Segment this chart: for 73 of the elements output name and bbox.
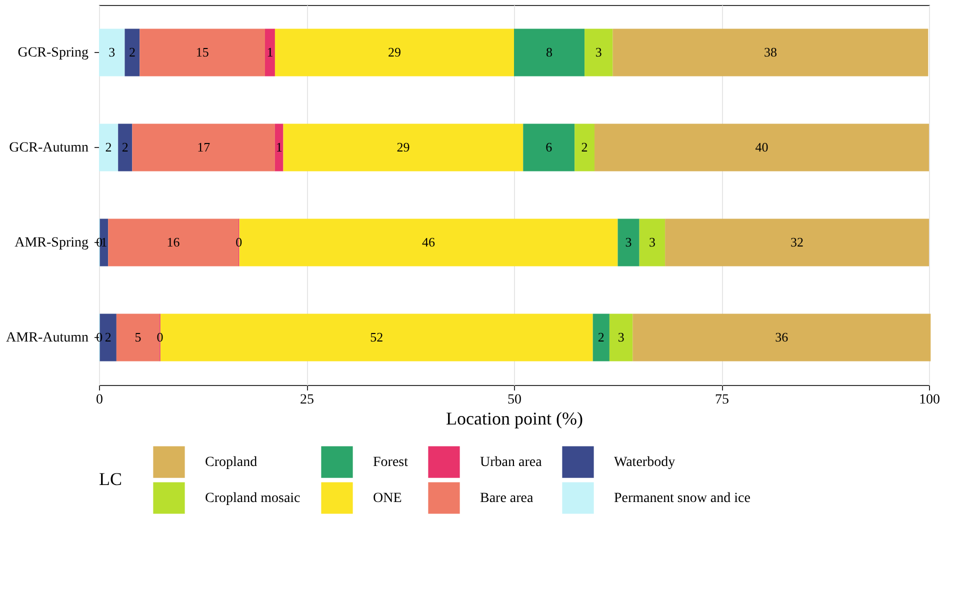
bar	[592, 314, 610, 362]
data-label: 0	[96, 234, 103, 250]
y-tick-label: AMR-Autumn	[6, 330, 88, 346]
data-label: 0	[236, 234, 242, 250]
data-label: 32	[790, 234, 804, 250]
data-label: 3	[648, 234, 656, 250]
bar	[265, 28, 275, 76]
data-label: 2	[105, 140, 112, 154]
x-tick-label: 0	[96, 392, 103, 408]
bar	[632, 314, 931, 362]
legend-label: Forest	[373, 455, 408, 470]
data-label: 3	[625, 234, 632, 250]
data-label: 0	[96, 330, 103, 344]
data-label: 36	[775, 330, 789, 344]
bar	[594, 124, 929, 172]
data-label: 8	[546, 44, 553, 60]
legend-label: ONE	[373, 491, 402, 506]
data-label: 5	[134, 330, 142, 344]
data-label: 1	[266, 44, 274, 60]
data-label: 3	[618, 330, 624, 344]
data-label: 2	[122, 140, 128, 154]
data-label: 46	[422, 234, 436, 250]
y-tick-label: AMR-Spring	[14, 236, 88, 250]
data-label: 2	[104, 330, 112, 344]
bar	[609, 314, 633, 362]
data-label: 16	[166, 234, 180, 250]
bar	[274, 124, 284, 172]
x-tick-label: 50	[508, 392, 522, 408]
data-label: 52	[370, 330, 384, 344]
data-label: 40	[755, 140, 768, 154]
x-tick-label: 75	[715, 392, 729, 408]
bar	[99, 28, 125, 76]
x-tick-label: 25	[300, 392, 314, 408]
bar	[283, 124, 524, 172]
data-label: 2	[128, 44, 136, 60]
bar	[612, 28, 928, 76]
bar	[618, 218, 640, 266]
bar	[274, 28, 514, 76]
bar	[574, 124, 595, 172]
y-tick-label: GCR-Spring	[18, 46, 88, 60]
bar	[584, 28, 613, 76]
legend-label: Cropland mosaic	[205, 491, 300, 506]
data-label: 38	[764, 44, 777, 60]
bar	[639, 218, 666, 266]
bar	[132, 124, 275, 172]
bar	[118, 124, 132, 172]
data-label: 3	[595, 44, 602, 60]
bar	[124, 28, 140, 76]
data-label: 2	[598, 330, 604, 344]
bar	[140, 28, 265, 76]
data-label: 17	[197, 140, 211, 154]
legend-label: Cropland	[205, 455, 258, 470]
legend-label: Urban area	[480, 455, 543, 470]
data-label: 2	[581, 140, 588, 154]
legend-label: Bare area	[480, 491, 534, 506]
data-label: 29	[388, 44, 401, 60]
data-label: 0	[156, 330, 164, 344]
x-tick-label: 100	[919, 392, 940, 408]
bar	[523, 124, 575, 172]
x-axis-title: Location point (%)	[446, 408, 583, 428]
y-tick-label: GCR-Autumn	[9, 140, 88, 156]
legend-label: Permanent snow and ice	[614, 491, 750, 506]
data-label: 15	[196, 44, 209, 60]
data-label: 1	[276, 140, 282, 154]
data-label: 3	[108, 44, 116, 60]
bar	[99, 124, 118, 172]
data-label: 6	[546, 140, 553, 154]
bar	[514, 28, 585, 76]
bar	[665, 218, 929, 266]
legend-title: LC	[99, 469, 122, 489]
data-label: 29	[396, 140, 410, 154]
data-label: 1	[100, 234, 108, 250]
legend-label: Waterbody	[614, 455, 676, 470]
